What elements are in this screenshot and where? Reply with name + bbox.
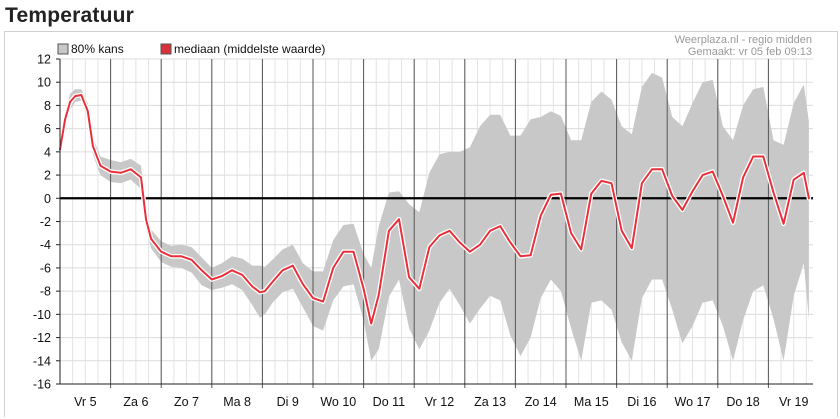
y-tick-label: -10	[33, 308, 51, 322]
day-separators	[110, 59, 769, 388]
y-tick-label: -2	[40, 215, 51, 229]
x-tick-label: Za 13	[474, 395, 506, 409]
legend-band-label: 80% kans	[71, 42, 124, 56]
y-tick-label: 6	[44, 122, 51, 136]
x-tick-label: Vr 19	[779, 395, 808, 409]
source-line-1: Weerplaza.nl - regio midden	[675, 34, 812, 46]
legend-median-swatch	[160, 43, 172, 55]
x-tick-label: Vr 12	[425, 395, 454, 409]
x-tick-labels: Vr 5 Za 6 Zo 7 Ma 8 Di 9 Wo 10 Do 11 Vr 12 Za 13…	[74, 395, 808, 409]
chart-frame	[4, 31, 838, 417]
x-tick-label: Vr 5	[74, 395, 97, 409]
x-tick-label: Di 9	[277, 395, 299, 409]
legend-median-label: mediaan (middelste waarde)	[174, 42, 325, 56]
x-tick-label: Do 11	[373, 395, 405, 409]
y-tick-label: -6	[40, 261, 51, 275]
x-tick-label: Ma 8	[223, 395, 251, 409]
y-tick-label: 12	[37, 53, 51, 67]
y-tick-label: -4	[40, 238, 51, 252]
y-tick-label: 2	[44, 169, 51, 183]
x-tick-label: Ma 15	[574, 395, 609, 409]
x-tick-label: Zo 7	[174, 395, 199, 409]
x-tick-label: Za 6	[123, 395, 148, 409]
y-tick-label: -16	[33, 378, 51, 392]
y-tick-labels: -16 -14 -12 -10 -8 -6 -4 -2 0 2 4 6 8 10 12	[33, 53, 60, 392]
x-tick-label: Wo 10	[320, 395, 356, 409]
band-80-percent	[60, 72, 809, 361]
source-line-2: Gemaakt: vr 05 feb 09:13	[688, 46, 812, 58]
x-tick-label: Di 16	[627, 395, 656, 409]
median-line	[59, 94, 810, 325]
y-tick-label: 8	[44, 99, 51, 113]
x-tick-label: Do 18	[726, 395, 759, 409]
y-tick-label: -8	[40, 285, 51, 299]
x-tick-label: Wo 17	[675, 395, 711, 409]
y-tick-label: -12	[33, 331, 51, 345]
legend-band-swatch	[57, 43, 69, 55]
y-tick-label: 4	[44, 145, 51, 159]
y-tick-label: 0	[44, 192, 51, 206]
y-tick-label: 10	[37, 76, 51, 90]
page-title: Temperatuur	[5, 4, 134, 27]
x-tick-label: Zo 14	[525, 395, 557, 409]
y-tick-label: -14	[33, 354, 51, 368]
